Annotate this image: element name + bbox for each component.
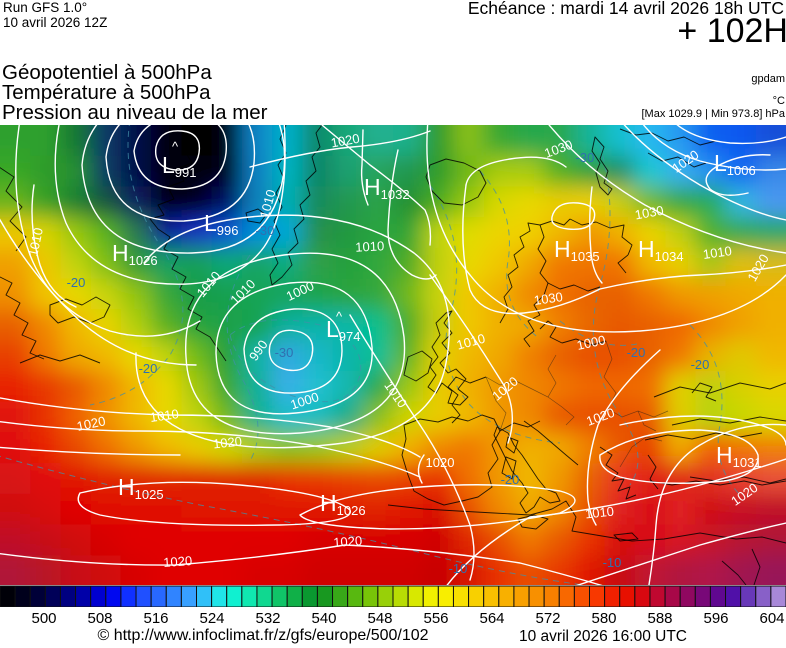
svg-text:1020: 1020	[163, 553, 193, 570]
svg-text:1030: 1030	[533, 289, 564, 308]
svg-text:1020: 1020	[330, 131, 361, 151]
svg-text:1020: 1020	[75, 413, 106, 434]
svg-text:^: ^	[336, 309, 343, 324]
svg-text:1020: 1020	[426, 455, 455, 470]
svg-text:1000: 1000	[575, 332, 606, 353]
svg-text:1010: 1010	[149, 406, 180, 425]
svg-text:-20: -20	[627, 345, 646, 360]
svg-text:1030: 1030	[634, 203, 665, 223]
svg-text:1010: 1010	[257, 188, 279, 220]
svg-text:-30: -30	[256, 223, 275, 238]
svg-text:-10: -10	[603, 555, 622, 570]
svg-text:1020: 1020	[333, 533, 363, 550]
svg-text:1010: 1010	[455, 331, 487, 353]
svg-text:-30: -30	[576, 150, 595, 165]
svg-text:1010: 1010	[355, 238, 385, 254]
svg-text:-20: -20	[139, 361, 158, 376]
svg-text:-10: -10	[449, 561, 468, 576]
svg-text:^: ^	[172, 139, 179, 154]
svg-text:1010: 1010	[584, 504, 614, 522]
svg-text:-20: -20	[691, 357, 710, 372]
svg-text:-20: -20	[501, 472, 520, 487]
svg-text:-20: -20	[67, 275, 86, 290]
svg-text:1020: 1020	[212, 434, 242, 452]
svg-text:-30: -30	[275, 345, 294, 360]
svg-text:1010: 1010	[25, 226, 46, 257]
svg-text:1010: 1010	[702, 243, 733, 262]
